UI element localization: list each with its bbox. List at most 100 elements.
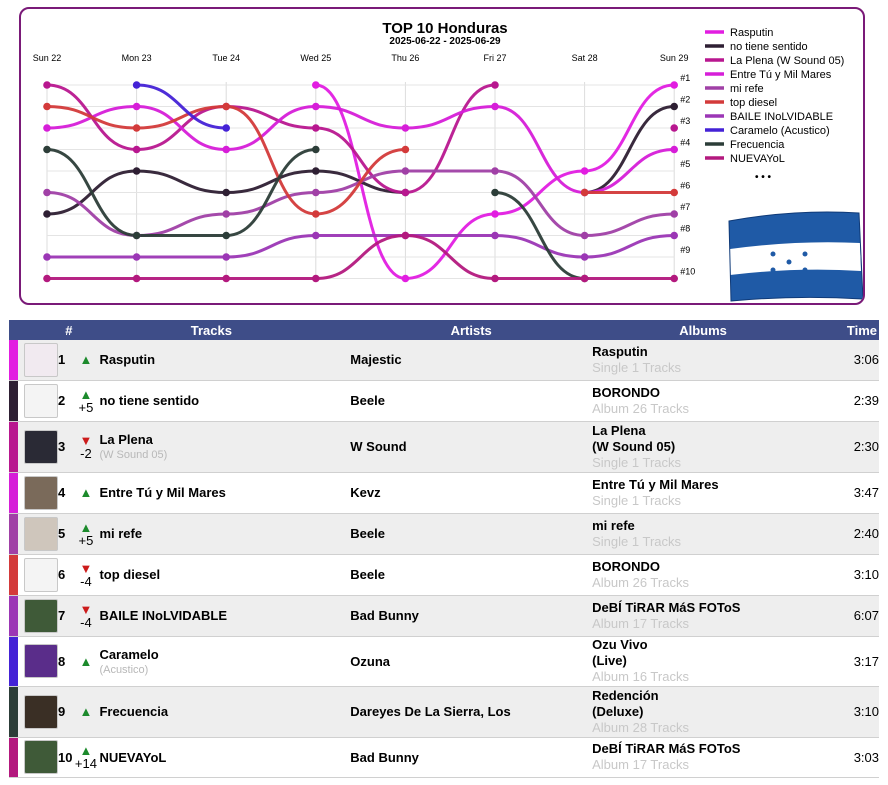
rank-change-value: -4 bbox=[80, 573, 92, 589]
rank-tick-label: #8 bbox=[680, 224, 690, 234]
chart-subtitle: 2025-06-22 - 2025-06-29 bbox=[389, 36, 501, 47]
album-title[interactable]: La Plena (W Sound 05) bbox=[592, 422, 676, 454]
table-row[interactable]: 9 ▲ Frecuencia Dareyes De La Sierra, Los Red… bbox=[9, 686, 879, 737]
album-title[interactable]: BORONDO bbox=[592, 384, 661, 400]
track-title[interactable]: La Plena bbox=[99, 432, 153, 447]
rank-tick-label: #6 bbox=[680, 181, 690, 191]
thumb-cell bbox=[18, 595, 58, 636]
artist-name[interactable]: Beele bbox=[350, 393, 385, 408]
track-title[interactable]: Rasputin bbox=[99, 352, 156, 368]
album-art-icon[interactable] bbox=[23, 644, 58, 678]
album-art-icon[interactable] bbox=[23, 383, 58, 418]
series-line-10 bbox=[45, 233, 676, 281]
rank-tick-label: #1 bbox=[680, 73, 690, 83]
album-art-icon[interactable] bbox=[23, 740, 58, 774]
artist-name[interactable]: Ozuna bbox=[350, 653, 391, 669]
series-point-7 bbox=[580, 253, 589, 261]
legend-label: NUEVAYoL bbox=[730, 153, 785, 165]
series-line-4 bbox=[45, 104, 676, 195]
artist-name[interactable]: Kevz bbox=[350, 485, 381, 500]
album-art-icon[interactable] bbox=[23, 429, 58, 464]
album-track-count: Single 1 Tracks bbox=[592, 492, 681, 508]
rank-change: ▲ +5 bbox=[72, 513, 99, 554]
series-point-3 bbox=[132, 145, 141, 154]
track-title[interactable]: Frecuencia bbox=[99, 704, 169, 719]
album-art-icon[interactable] bbox=[23, 694, 58, 729]
album-art-icon[interactable] bbox=[23, 516, 58, 551]
album-art-icon[interactable] bbox=[23, 598, 58, 633]
table-row[interactable]: 3 ▼ -2 La Plena (W Sound 05) W Sound La Plena … bbox=[9, 421, 879, 472]
thumb-cell bbox=[18, 472, 58, 513]
table-row[interactable]: 6 ▼ -4 top diesel Beele BORONDO Album 26 Track… bbox=[9, 554, 879, 595]
track-title[interactable]: top diesel bbox=[99, 567, 161, 582]
honduras-flag-icon bbox=[728, 211, 863, 302]
table-row[interactable]: 10 ▲ +14 NUEVAYoL Bad Bunny DeBÍ TiRAR MáS FO… bbox=[9, 737, 879, 777]
album-title[interactable]: Rasputin bbox=[592, 343, 648, 359]
track-title[interactable]: Entre Tú y Mil Mares bbox=[99, 485, 226, 500]
album-track-count: Album 26 Tracks bbox=[592, 400, 689, 416]
arrow-up-icon: ▲ bbox=[79, 386, 93, 402]
artist-name[interactable]: Bad Bunny bbox=[350, 608, 419, 623]
series-point-6 bbox=[132, 124, 141, 132]
flag-part bbox=[786, 259, 792, 265]
album-track-count: Single 1 Tracks bbox=[592, 454, 681, 470]
track-duration: 3:03 bbox=[853, 749, 879, 765]
row-rank: 4 bbox=[57, 485, 66, 500]
album-track-count: Single 1 Tracks bbox=[592, 533, 681, 549]
artist-name[interactable]: Bad Bunny bbox=[350, 749, 419, 765]
album-art-icon[interactable] bbox=[23, 557, 58, 592]
album-art-icon[interactable] bbox=[23, 342, 58, 377]
table-row[interactable]: 2 ▲ +5 no tiene sentido Beele BORONDO Album 26… bbox=[9, 380, 879, 421]
album-title[interactable]: mi refe bbox=[592, 517, 635, 533]
artist-name[interactable]: Dareyes De La Sierra, Los bbox=[350, 704, 511, 719]
rank-change: ▲ bbox=[72, 472, 99, 513]
track-body: 1 ▲ Rasputin Majestic Rasputin Single 1 Track… bbox=[9, 340, 879, 777]
album-track-count: Album 28 Tracks bbox=[592, 719, 689, 735]
flag-part bbox=[730, 242, 861, 275]
rank-change: ▼ -4 bbox=[72, 554, 99, 595]
series-line-6 bbox=[45, 104, 407, 216]
album-title[interactable]: BORONDO bbox=[592, 558, 661, 574]
track-title[interactable]: mi refe bbox=[99, 526, 143, 541]
artist-name[interactable]: Beele bbox=[350, 526, 385, 541]
artist-name[interactable]: Beele bbox=[350, 567, 385, 582]
series-point-1 bbox=[401, 274, 410, 283]
rank-tick-label: #7 bbox=[680, 202, 690, 212]
thumb-cell bbox=[18, 636, 58, 686]
artist-name[interactable]: Majestic bbox=[350, 352, 402, 368]
series-point-3 bbox=[312, 124, 320, 132]
album-title[interactable]: DeBÍ TiRAR MáS FOToS bbox=[592, 599, 741, 615]
album-title[interactable]: Redención (Deluxe) bbox=[592, 687, 659, 719]
album-title[interactable]: Entre Tú y Mil Mares bbox=[592, 476, 719, 492]
track-title[interactable]: no tiene sentido bbox=[99, 393, 200, 408]
track-title[interactable]: BAILE INoLVIDABLE bbox=[99, 608, 228, 623]
album-title[interactable]: DeBÍ TiRAR MáS FOToS bbox=[592, 741, 741, 756]
series-point-7 bbox=[43, 253, 51, 261]
rank-tick-label: #5 bbox=[680, 159, 690, 169]
album-art-icon[interactable] bbox=[23, 475, 58, 510]
table-row[interactable]: 4 ▲ Entre Tú y Mil Mares Kevz Entre Tú y Mil… bbox=[9, 472, 879, 513]
table-row[interactable]: 5 ▲ +5 mi refe Beele mi refe Single 1 Tracks 2:… bbox=[9, 513, 879, 554]
row-color-bar bbox=[9, 513, 18, 554]
thumb-cell bbox=[18, 513, 58, 554]
table-row[interactable]: 7 ▼ -4 BAILE INoLVIDABLE Bad Bunny DeBÍ TiRAR… bbox=[9, 595, 879, 636]
album-title[interactable]: Ozu Vivo (Live) bbox=[592, 637, 648, 668]
table-row[interactable]: 8 ▲ Caramelo (Acustico) Ozuna Ozu Vivo (Live)… bbox=[9, 636, 879, 686]
header-tracks: Tracks bbox=[72, 320, 351, 340]
rank-tick-label: #2 bbox=[680, 95, 690, 105]
album-cell: Redención (Deluxe) Album 28 Tracks bbox=[592, 686, 814, 737]
album-track-count: Album 17 Tracks bbox=[592, 757, 689, 772]
track-subtitle: (Acustico) bbox=[99, 663, 149, 676]
row-color-bar bbox=[9, 472, 18, 513]
track-title[interactable]: NUEVAYoL bbox=[99, 749, 167, 765]
series-point-4 bbox=[222, 145, 230, 154]
series-point-6 bbox=[222, 102, 230, 111]
table-row[interactable]: 1 ▲ Rasputin Majestic Rasputin Single 1 Track… bbox=[9, 340, 879, 380]
album-cell: DeBÍ TiRAR MáS FOToS Album 17 Tracks bbox=[592, 595, 814, 636]
series-point-7 bbox=[491, 231, 499, 240]
row-rank: 9 bbox=[57, 704, 66, 719]
track-title[interactable]: Caramelo bbox=[99, 646, 159, 662]
artist-name[interactable]: W Sound bbox=[350, 439, 407, 454]
series-point-9 bbox=[491, 188, 499, 197]
flag-part bbox=[802, 267, 808, 273]
